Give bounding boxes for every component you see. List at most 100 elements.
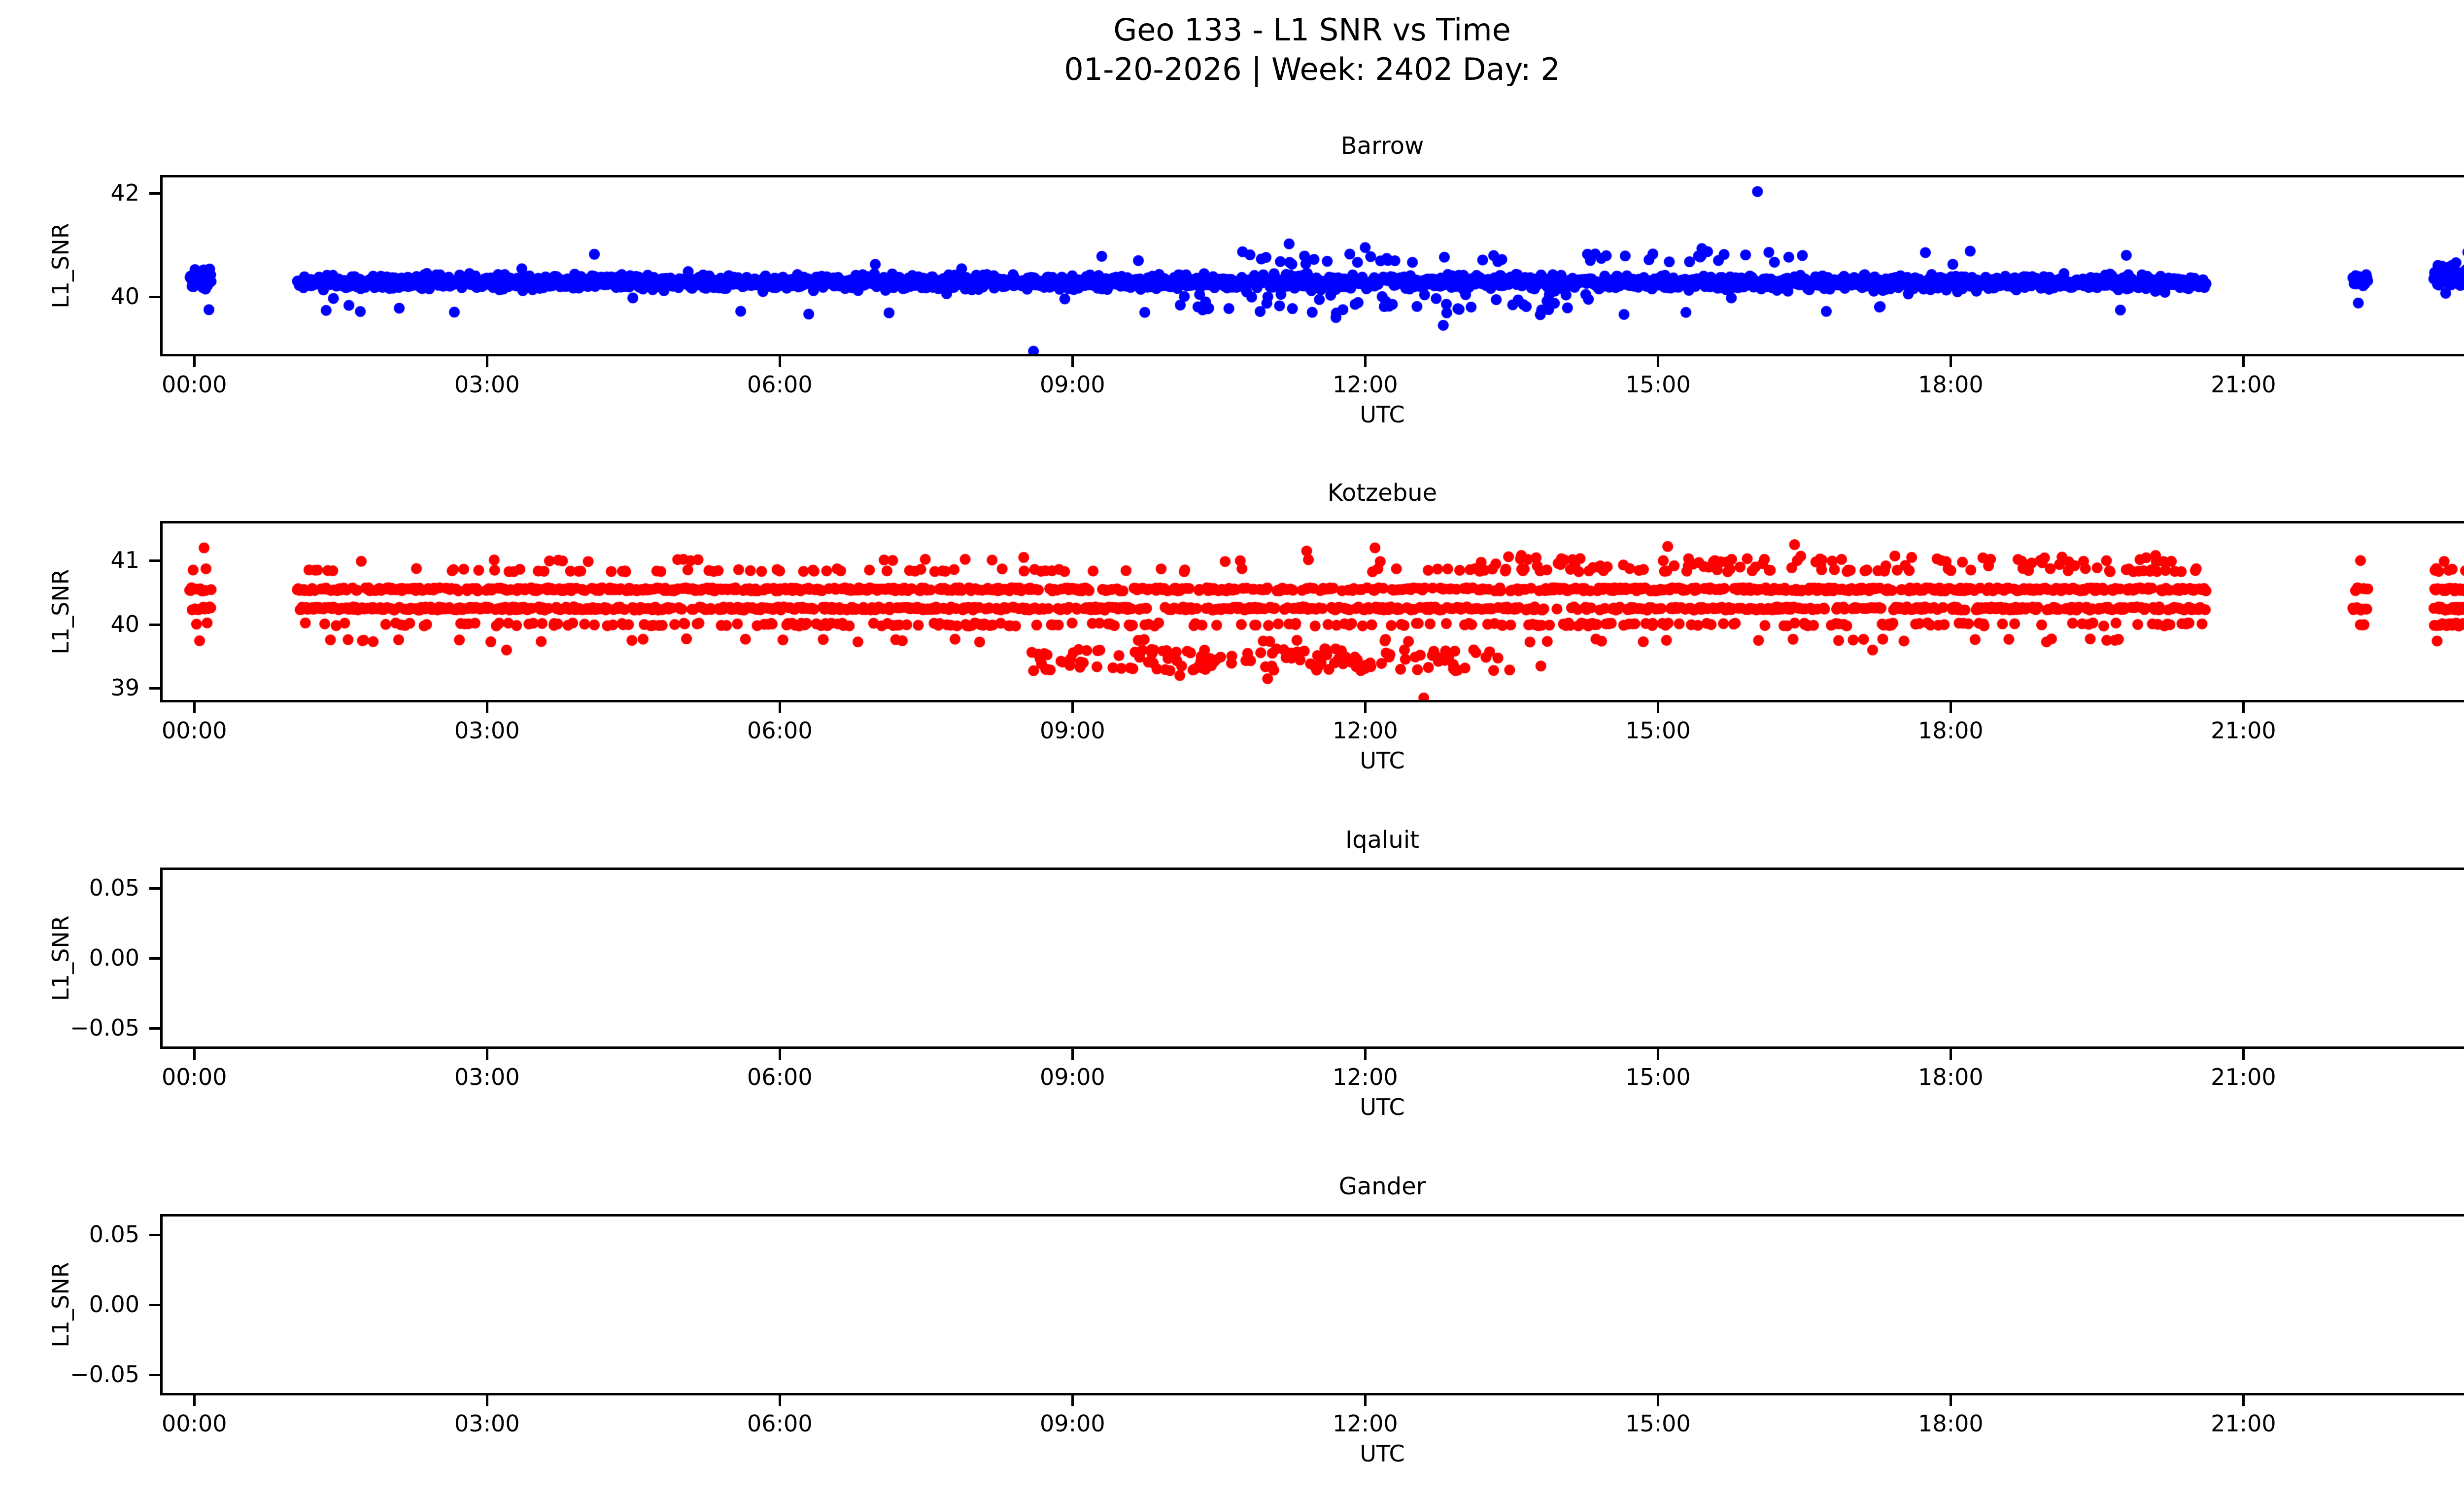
x-axis-tick <box>1071 356 1074 367</box>
y-axis-tick-label: 0.00 <box>89 1291 139 1318</box>
y-axis-tick-label: 41 <box>110 547 139 574</box>
y-axis-label: L1_SNR <box>47 223 74 309</box>
x-axis-tick-label: 15:00 <box>1625 1064 1691 1090</box>
x-axis-tick <box>1657 1049 1660 1060</box>
x-axis-tick-label: 15:00 <box>1625 371 1691 398</box>
y-axis-tick-label: 42 <box>110 179 139 206</box>
x-axis-tick-label: 09:00 <box>1040 717 1105 744</box>
plot-area[interactable] <box>160 175 2464 356</box>
x-axis-tick-label: 00:00 <box>162 371 227 398</box>
x-axis-tick-label: 03:00 <box>454 717 520 744</box>
x-axis-tick-label: 21:00 <box>2211 371 2276 398</box>
x-axis-tick <box>1364 702 1367 713</box>
x-axis-tick-label: 21:00 <box>2211 1064 2276 1090</box>
x-axis-tick-label: 09:00 <box>1040 1064 1105 1090</box>
scatter-layer <box>163 870 2464 1046</box>
x-axis-tick-label: 06:00 <box>747 371 813 398</box>
y-axis-tick <box>149 687 160 690</box>
x-axis-tick-label: 12:00 <box>1333 371 1398 398</box>
x-axis-tick <box>779 702 782 713</box>
y-axis-label: L1_SNR <box>47 1262 74 1348</box>
y-axis-label: L1_SNR <box>47 915 74 1001</box>
x-axis-tick <box>486 1395 489 1406</box>
x-axis-tick <box>1364 1049 1367 1060</box>
y-axis-tick <box>149 296 160 299</box>
subplot-title: Gander <box>1338 1173 1426 1200</box>
x-axis-tick-label: 18:00 <box>1918 1064 1984 1090</box>
x-axis-tick <box>1950 1049 1952 1060</box>
x-axis-tick <box>193 702 196 713</box>
plot-area[interactable] <box>160 868 2464 1049</box>
x-axis-tick <box>779 1049 782 1060</box>
x-axis-tick <box>193 1049 196 1060</box>
x-axis-tick-label: 06:00 <box>747 1064 813 1090</box>
x-axis-tick <box>1071 702 1074 713</box>
y-axis-tick <box>149 623 160 626</box>
scatter-layer <box>163 177 2464 354</box>
subplot-title: Iqaluit <box>1345 826 1419 854</box>
x-axis-tick-label: 09:00 <box>1040 371 1105 398</box>
x-axis-tick-label: 15:00 <box>1625 717 1691 744</box>
y-axis-tick-label: 40 <box>110 610 139 637</box>
x-axis-tick-label: 09:00 <box>1040 1410 1105 1437</box>
figure-suptitle-line2: 01-20-2026 | Week: 2402 Day: 2 <box>1064 51 1560 87</box>
y-axis-tick-label: 0.05 <box>89 874 139 902</box>
x-axis-tick-label: 18:00 <box>1918 1410 1984 1437</box>
x-axis-tick <box>1950 356 1952 367</box>
x-axis-tick-label: 00:00 <box>162 717 227 744</box>
x-axis-tick-label: 00:00 <box>2462 1412 2464 1435</box>
x-axis-tick-label: 12:00 <box>1333 717 1398 744</box>
y-axis-tick <box>149 887 160 890</box>
x-axis-tick <box>779 1395 782 1406</box>
scatter-layer <box>163 1217 2464 1393</box>
x-axis-tick <box>2242 356 2245 367</box>
x-axis-label: UTC <box>1360 401 1405 428</box>
x-axis-tick <box>1364 1395 1367 1406</box>
y-axis-tick <box>149 957 160 960</box>
y-axis-tick <box>149 1234 160 1237</box>
x-axis-tick-label: 03:00 <box>454 1410 520 1437</box>
y-axis-tick <box>149 1304 160 1306</box>
scatter-layer <box>163 523 2464 700</box>
y-axis-tick <box>149 1373 160 1376</box>
x-axis-tick <box>2242 702 2245 713</box>
plot-area[interactable] <box>160 521 2464 702</box>
x-axis-tick-label: 18:00 <box>1918 717 1984 744</box>
x-axis-label: UTC <box>1360 1440 1405 1467</box>
x-axis-label: UTC <box>1360 747 1405 774</box>
x-axis-tick <box>1950 702 1952 713</box>
y-axis-tick-label: 39 <box>110 674 139 701</box>
x-axis-tick <box>193 356 196 367</box>
x-axis-tick <box>486 702 489 713</box>
x-axis-tick <box>486 356 489 367</box>
x-axis-tick <box>486 1049 489 1060</box>
x-axis-tick-label: 21:00 <box>2211 1410 2276 1437</box>
x-axis-tick <box>1657 356 1660 367</box>
x-axis-tick-label: 06:00 <box>747 1410 813 1437</box>
subplot-title: Kotzebue <box>1327 479 1437 507</box>
x-axis-tick <box>1950 1395 1952 1406</box>
x-axis-tick-label: 06:00 <box>747 717 813 744</box>
x-axis-label: UTC <box>1360 1094 1405 1120</box>
subplot-title: Barrow <box>1340 132 1424 160</box>
y-axis-tick <box>149 1027 160 1030</box>
x-axis-tick <box>1071 1395 1074 1406</box>
x-axis-tick <box>1071 1049 1074 1060</box>
x-axis-tick <box>1657 702 1660 713</box>
x-axis-tick-label: 03:00 <box>454 1064 520 1090</box>
plot-area[interactable] <box>160 1214 2464 1395</box>
x-axis-tick-label: 00:00 <box>2462 1066 2464 1088</box>
y-axis-label: L1_SNR <box>47 569 74 655</box>
y-axis-tick <box>149 192 160 195</box>
x-axis-tick <box>1657 1395 1660 1406</box>
x-axis-tick-label: 21:00 <box>2211 717 2276 744</box>
figure-suptitle-line1: Geo 133 - L1 SNR vs Time <box>1113 12 1511 48</box>
x-axis-tick-label: 03:00 <box>454 371 520 398</box>
y-axis-tick-label: 40 <box>110 283 139 310</box>
x-axis-tick-label: 15:00 <box>1625 1410 1691 1437</box>
y-axis-tick <box>149 559 160 562</box>
x-axis-tick <box>779 356 782 367</box>
x-axis-tick <box>2242 1395 2245 1406</box>
x-axis-tick <box>193 1395 196 1406</box>
